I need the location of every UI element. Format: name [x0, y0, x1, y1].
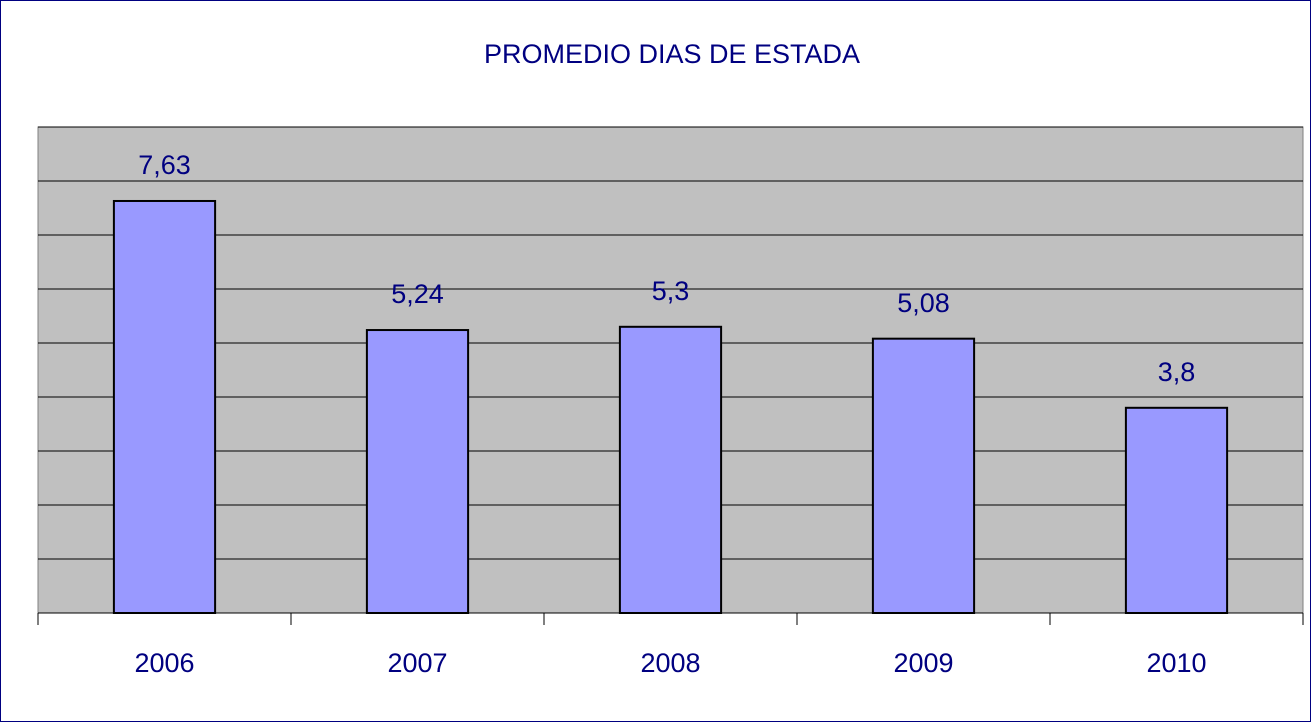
bar [871, 337, 976, 614]
data-label: 5,3 [652, 276, 690, 306]
chart-title: PROMEDIO DIAS DE ESTADA [484, 39, 860, 69]
bar [618, 325, 723, 614]
x-tick-label: 2010 [1146, 648, 1206, 678]
x-tick-label: 2007 [387, 648, 447, 678]
data-label: 7,63 [138, 150, 191, 180]
bar [112, 199, 217, 614]
x-tick-label: 2006 [134, 648, 194, 678]
bar [365, 329, 470, 614]
x-tick-label: 2008 [640, 648, 700, 678]
data-label: 3,8 [1158, 357, 1196, 387]
data-label: 5,24 [391, 279, 444, 309]
bar [1124, 406, 1229, 614]
x-tick-label: 2009 [893, 648, 953, 678]
data-label: 5,08 [897, 288, 950, 318]
